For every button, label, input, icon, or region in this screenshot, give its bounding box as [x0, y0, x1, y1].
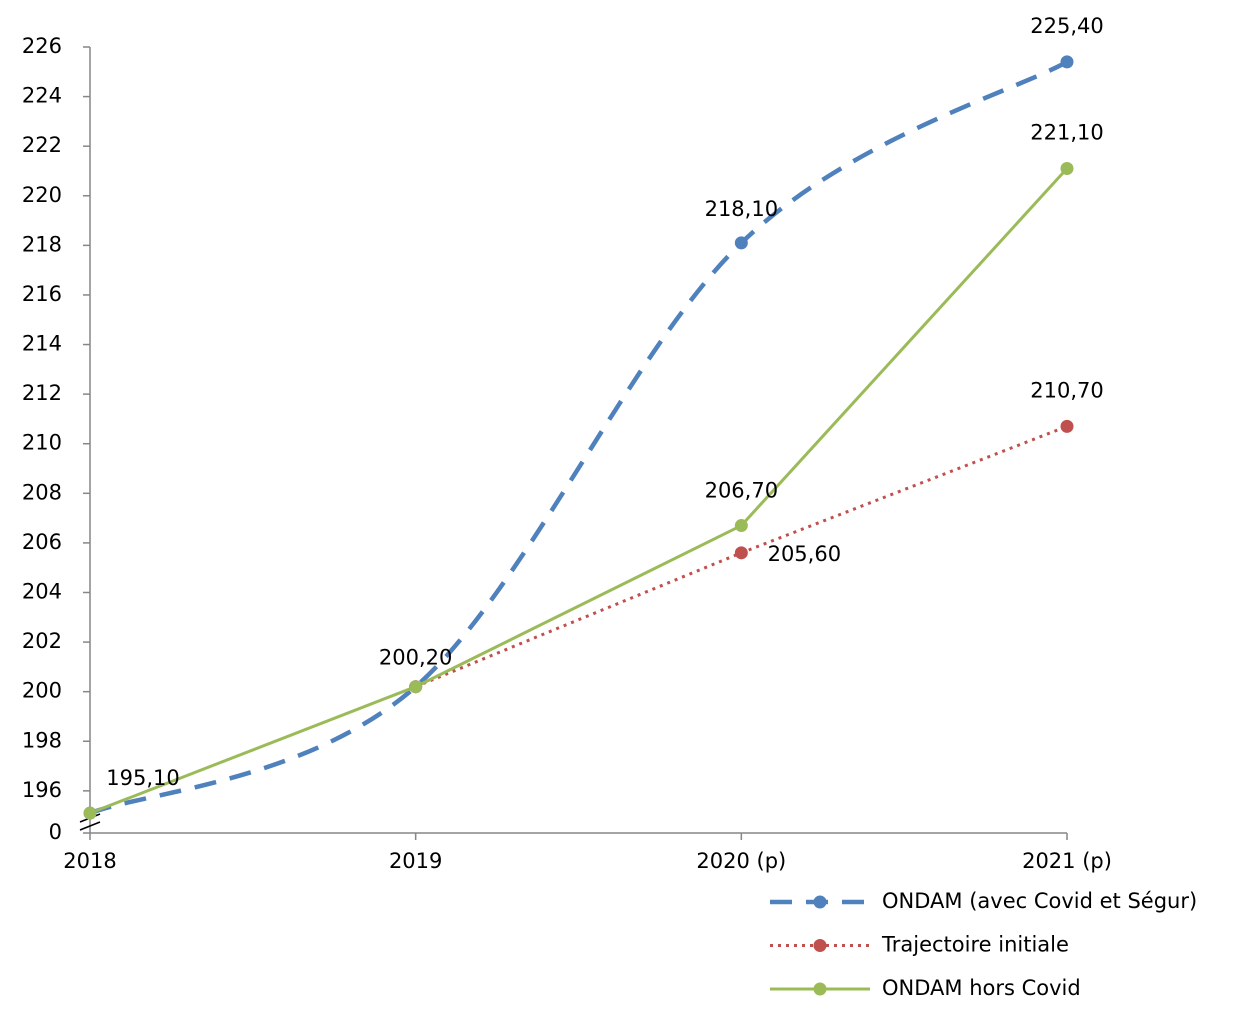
- data-label: 200,20: [379, 646, 452, 670]
- data-label: 206,70: [705, 479, 778, 503]
- legend-label: ONDAM (avec Covid et Ségur): [882, 889, 1197, 913]
- marker: [734, 546, 748, 560]
- x-tick-label: 2021 (p): [1022, 849, 1112, 873]
- y-tick-label: 210: [22, 431, 62, 455]
- x-tick-label: 2019: [389, 849, 442, 873]
- y-tick-label: 196: [22, 778, 62, 802]
- y-tick-label: 224: [22, 84, 62, 108]
- y-tick-label: 216: [22, 282, 62, 306]
- marker: [1060, 161, 1074, 175]
- legend-marker: [813, 895, 827, 909]
- legend-label: ONDAM hors Covid: [882, 976, 1081, 1000]
- marker: [1060, 419, 1074, 433]
- data-label: 221,10: [1030, 120, 1103, 144]
- y-tick-label: 218: [22, 232, 62, 256]
- marker: [734, 519, 748, 533]
- y-tick-label: 200: [22, 679, 62, 703]
- y-tick-label: 226: [22, 34, 62, 58]
- y-tick-label: 222: [22, 133, 62, 157]
- series-line: [89, 167, 1069, 815]
- marker: [1060, 55, 1074, 69]
- y-tick-label: 202: [22, 629, 62, 653]
- y-tick-label: 206: [22, 530, 62, 554]
- series-line: [89, 59, 1069, 816]
- axis-break: [79, 821, 101, 831]
- y-tick-label: 212: [22, 381, 62, 405]
- data-label: 195,10: [106, 766, 179, 790]
- y-tick-label: 214: [22, 332, 62, 356]
- x-tick-label: 2020 (p): [696, 849, 786, 873]
- y-tick-label: 0: [49, 820, 62, 844]
- legend-marker: [813, 939, 827, 952]
- data-label: 225,40: [1030, 14, 1103, 38]
- marker: [83, 806, 97, 820]
- legend-marker: [813, 982, 827, 996]
- data-label: 205,60: [768, 542, 841, 566]
- y-tick-label: 220: [22, 183, 62, 207]
- x-tick-label: 2018: [63, 849, 116, 873]
- data-label: 218,10: [705, 197, 778, 221]
- marker: [409, 680, 423, 694]
- y-tick-label: 198: [22, 728, 62, 752]
- y-tick-label: 208: [22, 480, 62, 504]
- y-tick-label: 204: [22, 579, 62, 603]
- legend-label: Trajectoire initiale: [881, 933, 1069, 957]
- data-label: 210,70: [1030, 378, 1103, 402]
- marker: [734, 236, 748, 250]
